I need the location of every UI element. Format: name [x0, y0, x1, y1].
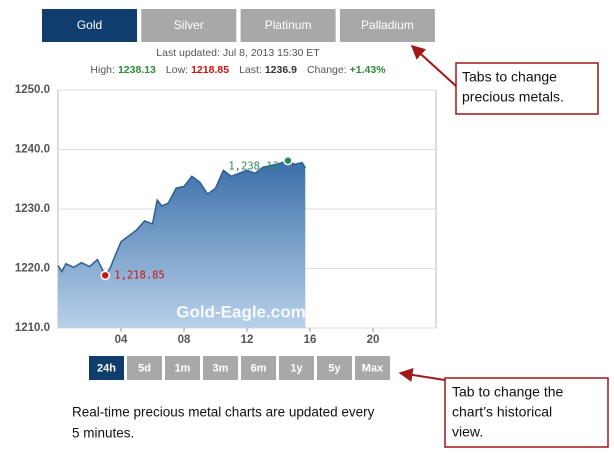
- area-fill: [58, 160, 306, 328]
- callout-arrow: [410, 45, 457, 87]
- y-tick-label: 1230.0: [15, 203, 50, 215]
- range-button-label: 24h: [97, 362, 116, 374]
- metal-tab[interactable]: [339, 9, 435, 42]
- range-button[interactable]: [241, 356, 276, 380]
- range-button[interactable]: [317, 356, 352, 380]
- y-tick-label: 1210.0: [15, 322, 50, 334]
- stat-label: High:: [90, 64, 115, 76]
- metal-tab[interactable]: [141, 9, 237, 42]
- range-button-label: 5y: [328, 362, 341, 374]
- annotation-label: 1,238.13: [228, 161, 279, 173]
- callout-text: Tabs to change: [462, 69, 557, 85]
- stat-value: 1238.13: [118, 64, 156, 76]
- stat-value: 1218.85: [191, 64, 229, 76]
- last-updated: Last updated: Jul 8, 2013 15:30 ET: [156, 47, 320, 59]
- range-button-label: 3m: [213, 362, 229, 374]
- y-tick-label: 1240.0: [15, 144, 50, 156]
- metal-tab-label: Gold: [77, 18, 102, 32]
- range-button[interactable]: [127, 356, 162, 380]
- range-button[interactable]: [355, 356, 390, 380]
- callout-box: [455, 62, 599, 115]
- callout-box: [444, 377, 609, 448]
- stat-label: Change:: [307, 64, 347, 76]
- callout-text: chart’s historical: [452, 404, 552, 420]
- y-tick-label: 1220.0: [15, 263, 50, 275]
- stat-label: Last:: [239, 64, 262, 76]
- callout-text: precious metals.: [462, 89, 564, 105]
- x-tick-label: 16: [304, 334, 317, 346]
- range-button-label: 1y: [290, 362, 303, 374]
- stat-value: +1.43%: [350, 64, 387, 76]
- range-button[interactable]: [89, 356, 124, 380]
- x-tick-label: 20: [367, 334, 380, 346]
- annotation-dot: [283, 155, 293, 166]
- stat-label: Low:: [166, 64, 188, 76]
- price-line: [57, 159, 306, 277]
- metal-tab-label: Platinum: [265, 18, 312, 32]
- y-tick-label: 1250.0: [15, 84, 50, 96]
- range-button-label: 6m: [251, 362, 267, 374]
- annotation-dot: [100, 270, 110, 281]
- callout-text: view.: [452, 424, 483, 440]
- stat-value: 1236.9: [265, 64, 297, 76]
- range-button-label: Max: [362, 362, 384, 374]
- callout-arrow: [398, 368, 446, 382]
- range-button[interactable]: [279, 356, 314, 380]
- range-button-label: 1m: [175, 362, 191, 374]
- stats: High: 1238.13 Low: 1218.85 Last: 1236.9 Change…: [90, 64, 386, 76]
- metal-tab[interactable]: [42, 9, 137, 42]
- x-tick-label: 08: [178, 334, 191, 346]
- range-button[interactable]: [203, 356, 238, 380]
- annotation-label: 1,218.85: [114, 269, 165, 281]
- x-tick-label: 12: [241, 334, 254, 346]
- callout-text: Tab to change the: [452, 384, 564, 400]
- metal-tab[interactable]: [240, 9, 336, 42]
- footnote: Real-time precious metal charts are upda…: [72, 405, 375, 420]
- watermark: Gold-Eagle.com: [176, 302, 305, 321]
- x-tick-label: 04: [115, 334, 128, 346]
- range-button-label: 5d: [138, 362, 151, 374]
- metal-tab-label: Silver: [174, 18, 204, 32]
- metal-tab-label: Palladium: [361, 18, 414, 32]
- range-button[interactable]: [165, 356, 200, 380]
- footnote: 5 minutes.: [72, 426, 134, 441]
